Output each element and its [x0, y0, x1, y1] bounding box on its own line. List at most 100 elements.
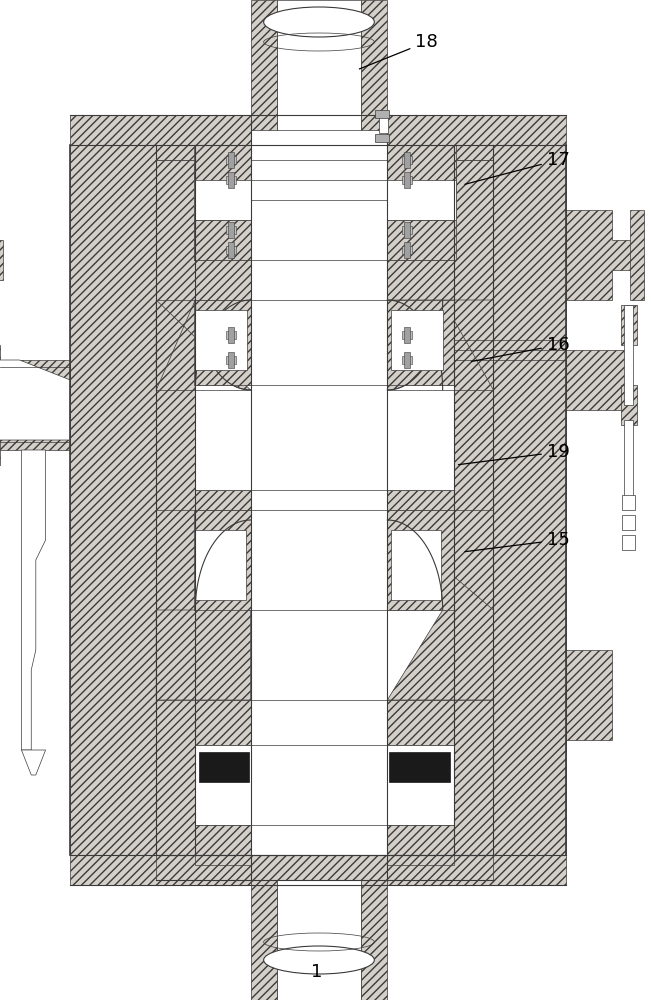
Polygon shape [387, 220, 454, 260]
Polygon shape [156, 145, 251, 160]
Bar [226, 176, 236, 184]
Polygon shape [70, 855, 251, 885]
Polygon shape [387, 300, 454, 385]
Text: 15: 15 [465, 531, 570, 552]
Bar [391, 310, 443, 370]
Polygon shape [361, 870, 387, 1000]
Bar [226, 246, 236, 254]
Polygon shape [21, 450, 46, 750]
Text: 16: 16 [471, 336, 570, 361]
Bar [402, 156, 412, 164]
Bar [621, 305, 637, 345]
Polygon shape [566, 650, 612, 740]
Bar [387, 825, 454, 865]
Polygon shape [70, 115, 251, 145]
Polygon shape [21, 750, 46, 775]
Polygon shape [361, 0, 387, 130]
Bar [226, 226, 236, 234]
Bar [402, 176, 412, 184]
Text: 19: 19 [458, 443, 570, 465]
Bar [228, 352, 234, 368]
Bar [404, 352, 410, 368]
Polygon shape [156, 520, 251, 700]
Bar [195, 745, 251, 825]
Bar [277, 0, 361, 130]
Bar [622, 515, 635, 530]
Polygon shape [156, 855, 493, 880]
Ellipse shape [264, 7, 374, 37]
Polygon shape [156, 300, 251, 390]
Bar [402, 246, 412, 254]
Polygon shape [156, 160, 195, 855]
Bar [195, 530, 246, 600]
Polygon shape [387, 520, 493, 700]
Bar [387, 390, 454, 490]
Polygon shape [387, 145, 456, 220]
Bar [226, 356, 236, 364]
Bar [622, 495, 635, 510]
Bar [404, 327, 410, 343]
Bar [226, 331, 236, 339]
Polygon shape [0, 240, 3, 280]
Text: 18: 18 [359, 33, 438, 69]
Polygon shape [566, 210, 638, 300]
Bar [228, 152, 234, 168]
Bar [404, 222, 410, 238]
Polygon shape [156, 700, 251, 855]
Polygon shape [387, 700, 493, 855]
Polygon shape [156, 390, 251, 510]
Bar [228, 222, 234, 238]
Polygon shape [454, 160, 493, 855]
Polygon shape [387, 160, 493, 300]
Bar [404, 242, 410, 258]
Bar [195, 825, 251, 865]
Bar [389, 752, 450, 782]
Polygon shape [493, 145, 566, 855]
Bar [228, 242, 234, 258]
Bar [199, 752, 249, 782]
Bar [0, 367, 70, 442]
Bar [402, 226, 412, 234]
Bar [391, 530, 441, 600]
Polygon shape [251, 870, 277, 1000]
Bar [195, 390, 251, 490]
Polygon shape [387, 390, 493, 510]
Bar [277, 870, 361, 1000]
Bar [375, 110, 389, 118]
Polygon shape [566, 350, 625, 410]
Polygon shape [194, 510, 251, 610]
Bar [624, 305, 633, 405]
Bar [622, 535, 635, 550]
Bar [375, 134, 389, 142]
Polygon shape [194, 300, 251, 385]
Text: 1: 1 [311, 963, 323, 981]
Polygon shape [387, 115, 566, 145]
Polygon shape [0, 360, 70, 450]
Polygon shape [630, 210, 644, 300]
Polygon shape [387, 145, 493, 160]
Bar [621, 385, 637, 425]
Polygon shape [387, 855, 566, 885]
Bar [251, 120, 387, 880]
Bar [624, 420, 633, 500]
Bar [194, 180, 251, 220]
Bar [387, 745, 454, 825]
Bar [228, 327, 234, 343]
Polygon shape [0, 360, 70, 440]
Polygon shape [194, 220, 251, 260]
Bar [379, 111, 388, 133]
Bar [228, 172, 234, 188]
Polygon shape [387, 300, 493, 390]
Bar [402, 331, 412, 339]
Bar [402, 356, 412, 364]
Bar [226, 156, 236, 164]
Polygon shape [251, 0, 277, 130]
Polygon shape [387, 510, 454, 610]
Text: 17: 17 [465, 151, 570, 184]
Polygon shape [70, 145, 156, 855]
Polygon shape [194, 145, 251, 220]
Bar [195, 310, 247, 370]
Bar [387, 180, 456, 220]
Ellipse shape [264, 946, 374, 974]
Bar [404, 152, 410, 168]
